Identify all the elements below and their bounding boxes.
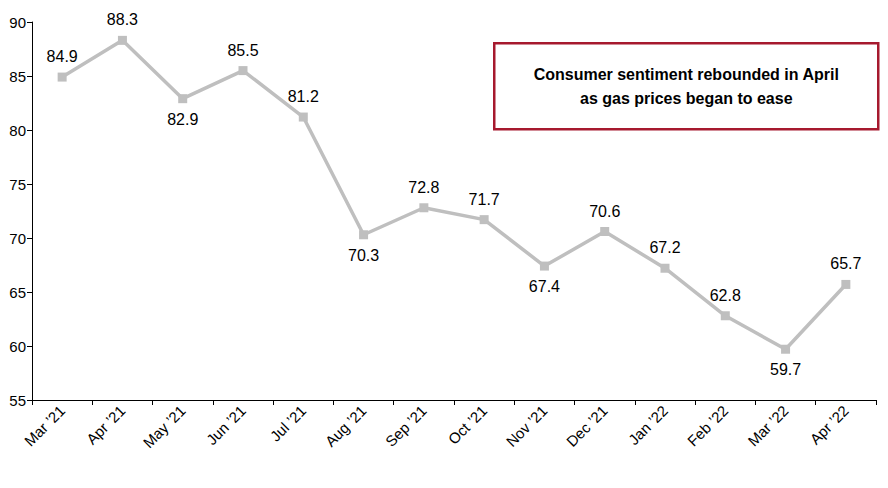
svg-text:May ’21: May ’21 [140,402,189,451]
svg-text:Jul ’21: Jul ’21 [267,402,310,445]
svg-text:Jun ’21: Jun ’21 [203,402,249,448]
svg-text:70.6: 70.6 [589,203,620,220]
svg-text:71.7: 71.7 [469,191,500,208]
svg-text:55: 55 [9,392,26,409]
svg-text:90: 90 [9,14,26,31]
svg-text:84.9: 84.9 [47,48,78,65]
svg-text:Oct ’21: Oct ’21 [445,402,491,448]
svg-text:80: 80 [9,122,26,139]
svg-text:Dec ’21: Dec ’21 [563,402,611,450]
svg-text:85.5: 85.5 [227,42,258,59]
svg-text:67.4: 67.4 [529,278,560,295]
svg-text:Aug ’21: Aug ’21 [322,402,370,450]
svg-text:65.7: 65.7 [830,255,861,272]
svg-text:65: 65 [9,284,26,301]
svg-text:59.7: 59.7 [770,361,801,378]
svg-text:as gas prices began to ease: as gas prices began to ease [580,90,793,107]
svg-text:82.9: 82.9 [167,111,198,128]
svg-text:81.2: 81.2 [288,88,319,105]
svg-text:62.8: 62.8 [710,287,741,304]
svg-text:Mar ’22: Mar ’22 [744,402,791,449]
svg-text:67.2: 67.2 [649,239,680,256]
svg-text:72.8: 72.8 [408,179,439,196]
svg-text:Apr ’22: Apr ’22 [806,402,852,448]
svg-text:Jan ’22: Jan ’22 [625,402,671,448]
svg-text:Sep ’21: Sep ’21 [382,402,430,450]
svg-text:Apr ’21: Apr ’21 [83,402,129,448]
svg-text:88.3: 88.3 [107,11,138,28]
svg-text:70.3: 70.3 [348,247,379,264]
svg-text:60: 60 [9,338,26,355]
svg-text:75: 75 [9,176,26,193]
svg-text:70: 70 [9,230,26,247]
svg-text:Nov ’21: Nov ’21 [502,402,550,450]
svg-text:Mar ’21: Mar ’21 [21,402,68,449]
svg-text:Feb ’22: Feb ’22 [684,402,731,449]
svg-text:Consumer sentiment rebounded i: Consumer sentiment rebounded in April [534,66,839,83]
svg-text:85: 85 [9,68,26,85]
